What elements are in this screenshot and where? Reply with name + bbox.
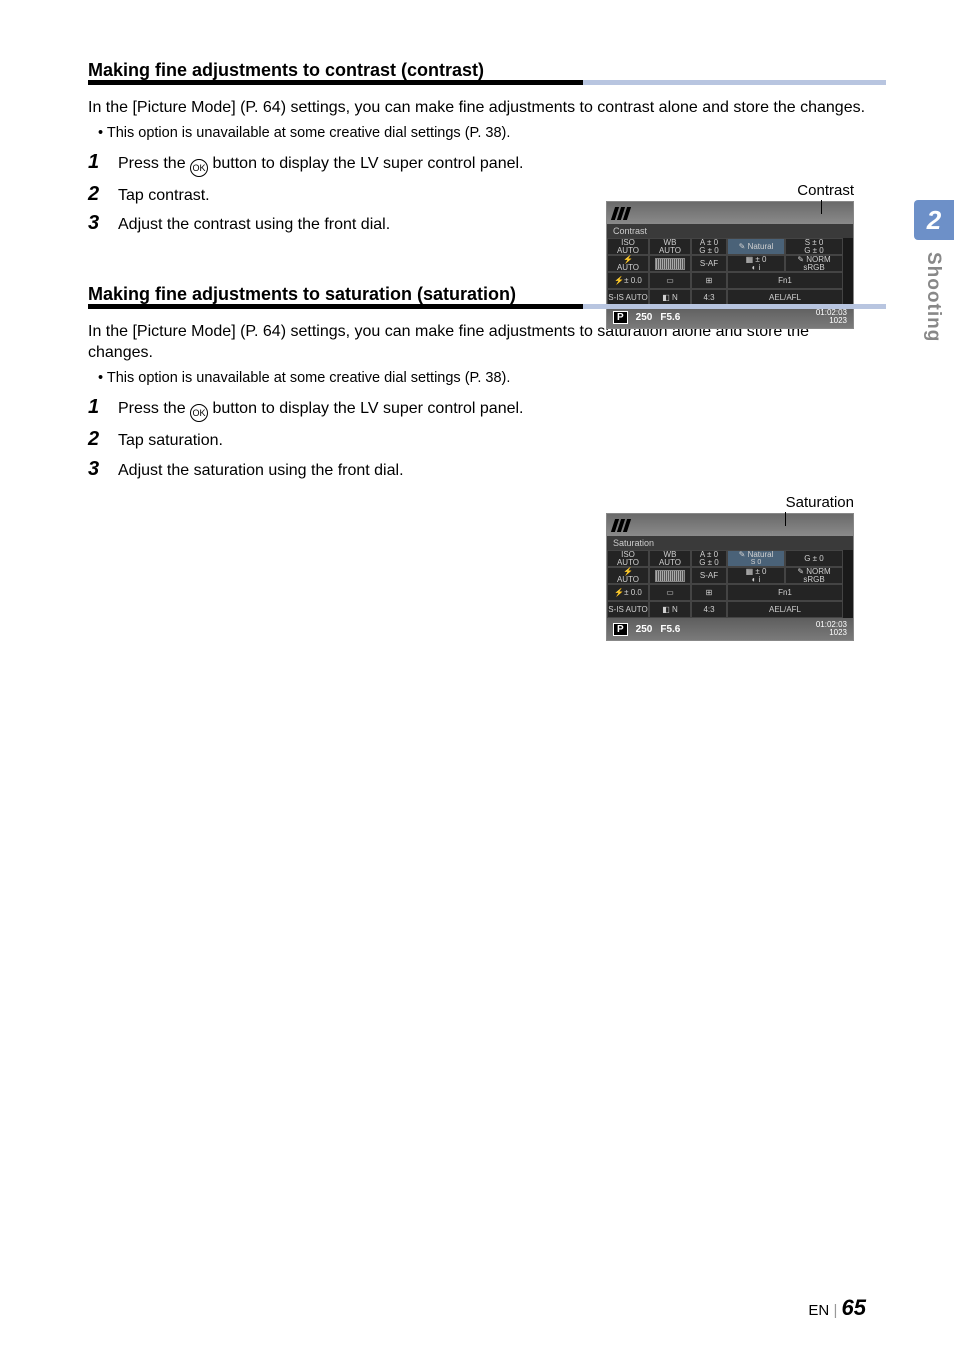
step-1: 1 Press the OK button to display the LV … [88,151,866,177]
section-heading-contrast: Making fine adjustments to contrast (con… [88,60,866,85]
intro-text: In the [Picture Mode] (P. 64) settings, … [88,97,866,119]
chapter-label: Shooting [922,252,944,342]
scp-title-2: Saturation [607,536,853,550]
scp-panel-saturation: Saturation Saturation ISOAUTO WBAUTO A ±… [606,494,854,641]
section-heading-saturation: Making fine adjustments to saturation (s… [88,284,866,309]
panel-label-2: Saturation [606,494,854,511]
ok-icon: OK [190,404,208,422]
page-footer: EN | 65 [808,1295,866,1321]
note-text-2: This option is unavailable at some creat… [98,370,866,386]
step-1b: 1 Press the OK button to display the LV … [88,396,866,422]
note-text: This option is unavailable at some creat… [98,125,866,141]
scp-grid-2: ISOAUTO WBAUTO A ± 0G ± 0 ✎ NaturalS 0 G… [607,550,853,618]
panel-label: Contrast [606,182,854,199]
step-2b: 2 Tap saturation. [88,428,866,452]
ok-icon: OK [190,159,208,177]
chapter-number: 2 [914,200,954,240]
side-tab: 2 Shooting [902,200,954,420]
step-3b: 3 Adjust the saturation using the front … [88,458,866,482]
scp-title: Contrast [607,224,853,238]
